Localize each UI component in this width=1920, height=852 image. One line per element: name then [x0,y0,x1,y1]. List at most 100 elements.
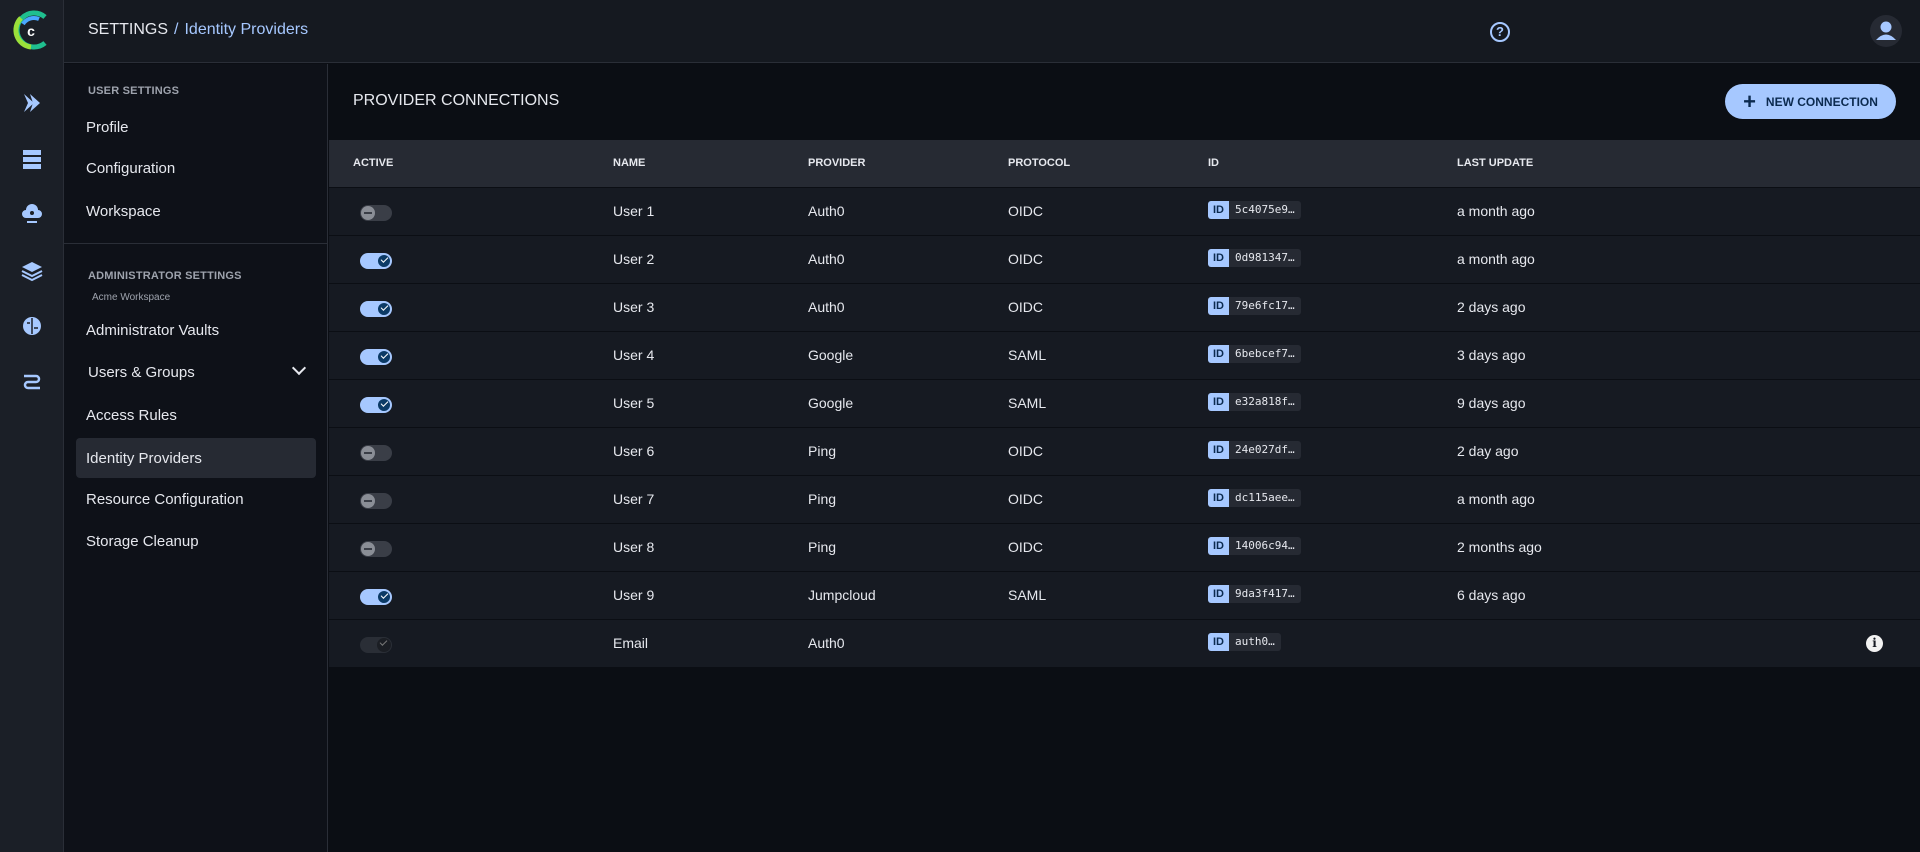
id-chip[interactable]: ID auth0… [1208,633,1281,651]
help-icon[interactable]: ? [1490,22,1510,42]
id-chip[interactable]: ID dc115aee… [1208,489,1301,507]
chevron-down-icon[interactable] [291,360,307,376]
table-row[interactable]: User 6 Ping OIDC ID 24e027df… 2 day ago [329,428,1920,476]
id-chip[interactable]: ID e32a818f… [1208,393,1301,411]
settings-sidebar: USER SETTINGS Profile Configuration Work… [64,64,328,852]
logo-icon[interactable]: c [9,8,53,52]
connection-protocol: SAML [1008,395,1047,411]
server-icon[interactable] [18,145,46,173]
id-chip[interactable]: ID 79e6fc17… [1208,297,1301,315]
minus-icon [361,446,375,460]
id-tag: ID [1208,585,1229,603]
connection-provider: Auth0 [808,299,845,315]
id-value: 5c4075e9… [1229,201,1301,219]
id-tag: ID [1208,249,1229,267]
table-row[interactable]: User 1 Auth0 OIDC ID 5c4075e9… a month ago [329,188,1920,236]
plus-icon: + [1743,88,1756,114]
sidebar-item-label: Access Rules [86,406,177,424]
check-icon [377,302,391,316]
check-icon [377,590,391,604]
breadcrumb-current: Identity Providers [184,21,309,38]
table-row[interactable]: Email Auth0 ID auth0… i [329,620,1920,668]
check-icon [377,398,391,412]
id-chip[interactable]: ID 14006c94… [1208,537,1301,555]
connection-provider: Ping [808,491,837,507]
sidebar-item-label: Users & Groups [88,363,195,381]
check-icon [377,638,391,652]
active-toggle[interactable] [360,301,392,317]
connection-name: User 9 [613,587,655,603]
active-toggle[interactable] [360,445,392,461]
id-tag: ID [1208,537,1229,555]
connection-provider: Jumpcloud [808,587,876,603]
sidebar-item-label: Workspace [86,202,161,220]
connection-name: User 6 [613,443,655,459]
id-value: 24e027df… [1229,441,1301,459]
last-update: a month ago [1457,203,1535,219]
sidebar-item-label: Administrator Vaults [86,321,220,339]
layers-icon[interactable] [18,257,46,285]
check-icon [377,254,391,268]
active-toggle[interactable] [360,397,392,413]
check-icon [377,350,391,364]
connection-provider: Auth0 [808,203,845,219]
active-toggle[interactable] [360,205,392,221]
sidebar-item-identity-providers[interactable]: Identity Providers [76,438,316,478]
workflow-icon[interactable] [18,368,46,396]
connection-provider: Ping [808,539,837,555]
table-row[interactable]: User 8 Ping OIDC ID 14006c94… 2 months ago [329,524,1920,572]
id-chip[interactable]: ID 9da3f417… [1208,585,1301,603]
brain-icon[interactable] [18,312,46,340]
id-tag: ID [1208,489,1229,507]
last-update: 2 days ago [1457,299,1526,315]
sidebar-item-resource-configuration[interactable]: Resource Configuration [76,479,316,519]
avatar[interactable] [1870,15,1902,47]
connection-name: User 8 [613,539,655,555]
active-toggle[interactable] [360,541,392,557]
active-toggle[interactable] [360,253,392,269]
sidebar-item-users-groups[interactable]: Users & Groups [76,352,316,392]
connection-name: User 4 [613,347,655,363]
svg-text:c: c [27,23,35,39]
id-chip[interactable]: ID 24e027df… [1208,441,1301,459]
new-connection-button[interactable]: + NEW CONNECTION [1725,84,1896,119]
id-chip[interactable]: ID 6bebcef7… [1208,345,1301,363]
info-icon[interactable]: i [1866,635,1883,652]
connection-protocol: OIDC [1008,203,1043,219]
sidebar-item-workspace[interactable]: Workspace [76,191,316,231]
cloud-compute-icon[interactable] [18,200,46,228]
active-toggle[interactable] [360,589,392,605]
breadcrumb-separator: / [174,21,179,38]
sidebar-item-configuration[interactable]: Configuration [76,148,316,188]
main-content: PROVIDER CONNECTIONS + NEW CONNECTION ACT… [329,64,1920,852]
table-row[interactable]: User 9 Jumpcloud SAML ID 9da3f417… 6 days ago [329,572,1920,620]
table-row[interactable]: User 5 Google SAML ID e32a818f… 9 days ago [329,380,1920,428]
sidebar-item-administrator-vaults[interactable]: Administrator Vaults [76,310,316,350]
connection-name: User 7 [613,491,655,507]
table-row[interactable]: User 4 Google SAML ID 6bebcef7… 3 days ago [329,332,1920,380]
pipelines-icon[interactable] [18,89,46,117]
breadcrumb-settings[interactable]: SETTINGS [88,21,169,38]
table-row[interactable]: User 2 Auth0 OIDC ID 0d981347… a month ago [329,236,1920,284]
sidebar-item-label: Configuration [86,159,176,177]
active-toggle[interactable] [360,493,392,509]
connection-provider: Auth0 [808,635,845,651]
table-row[interactable]: User 3 Auth0 OIDC ID 79e6fc17… 2 days ago [329,284,1920,332]
id-chip[interactable]: ID 5c4075e9… [1208,201,1301,219]
table-row[interactable]: User 7 Ping OIDC ID dc115aee… a month ago [329,476,1920,524]
last-update: 3 days ago [1457,347,1526,363]
top-bar: SETTINGS / Identity Providers ? [64,0,1920,63]
id-chip[interactable]: ID 0d981347… [1208,249,1301,267]
connection-protocol: OIDC [1008,251,1043,267]
sidebar-item-profile[interactable]: Profile [76,107,316,147]
active-toggle[interactable] [360,349,392,365]
sidebar-item-storage-cleanup[interactable]: Storage Cleanup [76,521,316,561]
id-value: 0d981347… [1229,249,1301,267]
connection-provider: Auth0 [808,251,845,267]
connection-name: User 5 [613,395,655,411]
connection-name: Email [613,635,649,651]
id-tag: ID [1208,441,1229,459]
column-header-protocol: PROTOCOL [1008,157,1071,169]
sidebar-item-access-rules[interactable]: Access Rules [76,395,316,435]
page-title: PROVIDER CONNECTIONS [353,92,560,109]
